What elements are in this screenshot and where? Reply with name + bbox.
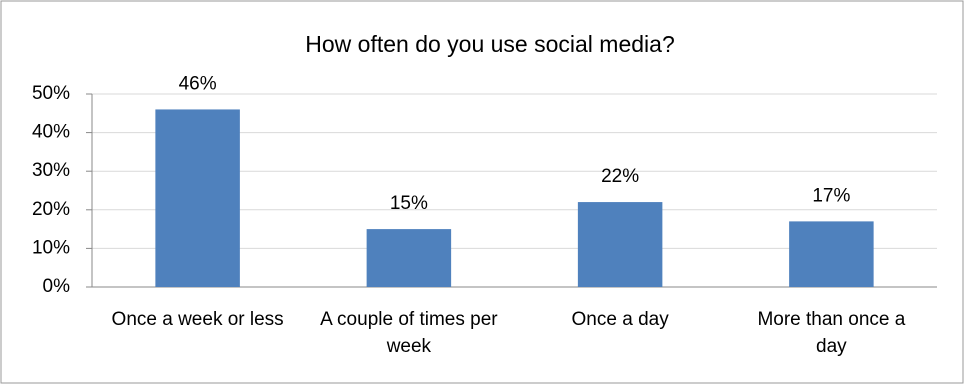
bar [577, 202, 663, 287]
bar [155, 109, 240, 287]
x-tick-label: A couple of times per week [320, 309, 498, 357]
x-tick-label: Once a week or less [111, 309, 284, 330]
data-label: 46% [179, 73, 217, 94]
data-label: 17% [812, 185, 850, 206]
x-tick-label: More than once a day [757, 309, 906, 357]
y-tick-label: 30% [32, 160, 70, 181]
y-tick-label: 10% [32, 237, 70, 258]
y-tick-label: 40% [32, 122, 70, 143]
y-tick-label: 0% [43, 276, 71, 297]
data-label: 22% [601, 166, 639, 187]
y-tick-label: 20% [32, 199, 70, 220]
chart-title: How often do you use social media? [305, 31, 675, 57]
y-tick-label: 50% [32, 83, 70, 104]
bar [789, 221, 874, 287]
x-tick-label: Once a day [571, 309, 669, 330]
data-label: 15% [390, 193, 428, 214]
bar [366, 229, 452, 287]
